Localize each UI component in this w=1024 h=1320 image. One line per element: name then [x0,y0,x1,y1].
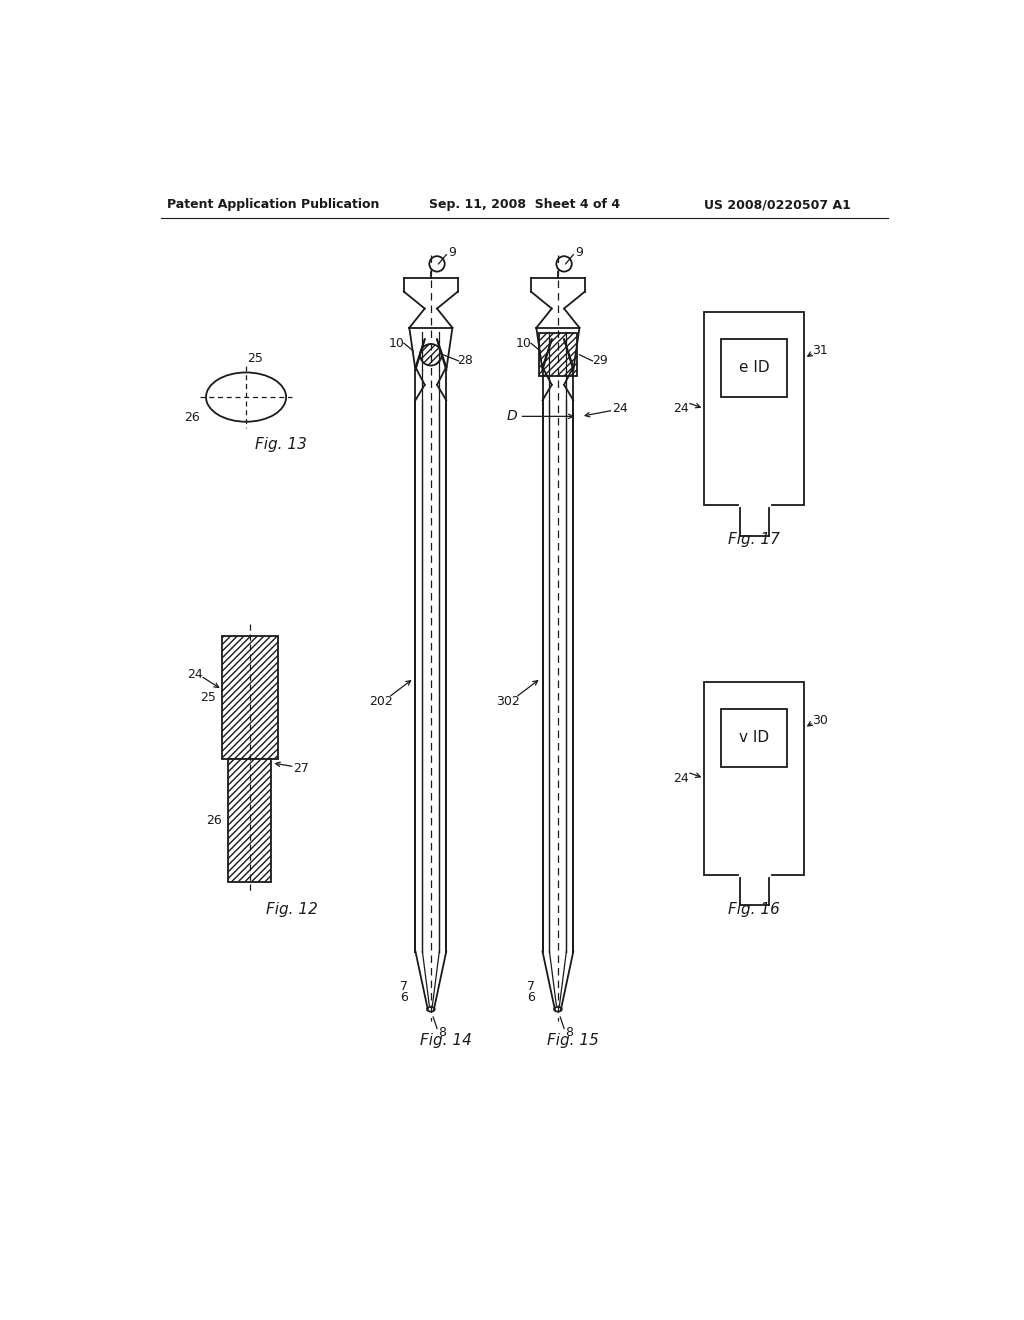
Text: 6: 6 [527,991,535,1005]
Bar [721,339,787,397]
Text: 302: 302 [496,694,520,708]
Bar [539,333,578,376]
Text: 31: 31 [812,345,827,358]
Text: 6: 6 [400,991,408,1005]
Text: 7: 7 [400,979,408,993]
Text: Fig. 12: Fig. 12 [266,902,318,916]
Circle shape [420,345,441,366]
Text: 24: 24 [187,668,203,681]
Text: e ID: e ID [739,360,770,375]
Text: 25: 25 [248,352,263,366]
Text: 28: 28 [458,354,473,367]
Text: 24: 24 [673,403,689,416]
Text: v ID: v ID [739,730,769,744]
Bar [222,636,278,759]
Text: 26: 26 [207,814,222,828]
Ellipse shape [554,1007,562,1011]
Text: 9: 9 [575,246,584,259]
Text: Fig. 17: Fig. 17 [728,532,780,546]
Text: 25: 25 [201,690,216,704]
Text: US 2008/0220507 A1: US 2008/0220507 A1 [703,198,851,211]
Bar [228,759,271,882]
Text: Fig. 16: Fig. 16 [728,902,780,916]
Text: 29: 29 [593,354,608,367]
Text: 30: 30 [812,714,827,727]
Text: Fig. 14: Fig. 14 [420,1032,472,1048]
Text: Sep. 11, 2008  Sheet 4 of 4: Sep. 11, 2008 Sheet 4 of 4 [429,198,621,211]
Text: Fig. 15: Fig. 15 [548,1032,599,1048]
Bar [721,709,787,767]
Text: 24: 24 [673,772,689,785]
Ellipse shape [427,1007,435,1011]
Bar [705,682,804,875]
Text: 26: 26 [184,412,200,425]
Text: 7: 7 [527,979,535,993]
Text: Patent Application Publication: Patent Application Publication [167,198,379,211]
Text: Fig. 13: Fig. 13 [255,437,306,453]
Text: 8: 8 [438,1026,446,1039]
Text: 10: 10 [388,337,404,350]
Text: 202: 202 [369,694,392,708]
Text: 9: 9 [449,246,457,259]
Text: 24: 24 [611,403,628,416]
Text: D: D [507,409,517,424]
Bar [705,313,804,506]
Text: 8: 8 [565,1026,573,1039]
Text: 10: 10 [515,337,531,350]
Text: 27: 27 [293,762,308,775]
